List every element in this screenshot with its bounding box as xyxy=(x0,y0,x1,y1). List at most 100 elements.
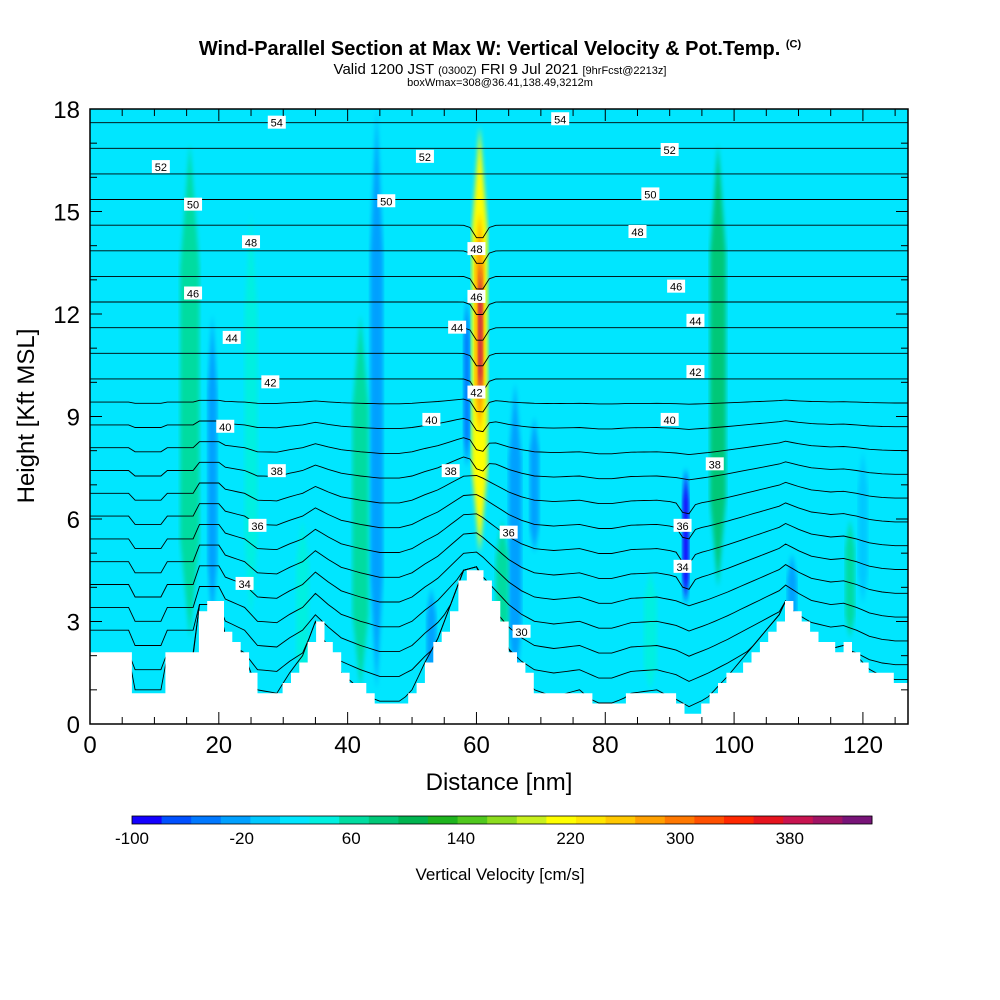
contour-label: 52 xyxy=(419,152,431,164)
colorbar-swatch xyxy=(576,816,607,824)
theta-contour-line xyxy=(90,551,908,607)
colorbar-label: Vertical Velocity [cm/s] xyxy=(415,865,584,884)
contour-label-box xyxy=(467,242,486,256)
contour-label: 40 xyxy=(664,415,676,427)
contour-label-box xyxy=(705,457,724,471)
theta-contour-line xyxy=(90,456,908,481)
contour-label-box xyxy=(184,286,203,300)
contour-label-box xyxy=(551,112,570,126)
colorbar-tick-label: -20 xyxy=(229,829,254,848)
colorbar-swatch xyxy=(398,816,429,824)
contour-label: 38 xyxy=(445,466,457,478)
contour-label: 40 xyxy=(219,422,231,434)
colorbar-swatch xyxy=(546,816,577,824)
y-tick-label: 12 xyxy=(53,302,80,329)
contour-label: 42 xyxy=(264,377,276,389)
theta-contour-line xyxy=(90,224,908,239)
contour-label-box xyxy=(448,320,467,334)
contour-label-box xyxy=(248,518,267,532)
theta-contour-line xyxy=(90,352,908,367)
updraft-band xyxy=(643,570,657,690)
y-tick-label: 0 xyxy=(67,712,80,739)
colorbar-swatch xyxy=(516,816,547,824)
x-tick-label: 40 xyxy=(334,732,361,759)
theta-contour-labels: 54 54 52 52 52 50 50 50 48 48 48 46 46 46 44 44 44 42 42 42… xyxy=(151,112,724,639)
y-tick-label: 3 xyxy=(67,610,80,637)
valid-time-jst: Valid 1200 JST xyxy=(333,61,434,78)
x-tick-label: 60 xyxy=(463,732,490,759)
contour-label: 46 xyxy=(470,292,482,304)
colorbar-swatch xyxy=(250,816,281,824)
colorbar-tick-label: 60 xyxy=(342,829,361,848)
y-tick-label: 9 xyxy=(67,405,80,432)
colorbar-tick-label: 300 xyxy=(666,829,694,848)
downdraft-band xyxy=(370,109,384,690)
colorbar-tick-label: 220 xyxy=(556,829,584,848)
theta-contour-line xyxy=(90,275,908,290)
contour-label-box xyxy=(151,160,170,174)
theta-contour-line xyxy=(90,378,908,392)
colorbar-swatch xyxy=(635,816,666,824)
contour-label: 44 xyxy=(226,333,238,345)
theta-contour-line xyxy=(90,398,908,413)
colorbar-swatch xyxy=(368,816,399,824)
theta-contour-line xyxy=(90,437,908,456)
downdraft-band xyxy=(858,450,868,605)
contour-label: 36 xyxy=(251,521,263,533)
theta-contour-line xyxy=(90,513,908,565)
y-tick-label: 18 xyxy=(53,97,80,124)
contour-label-box xyxy=(415,149,434,163)
x-axis-label: Distance [nm] xyxy=(426,769,573,796)
downdraft-band xyxy=(207,314,218,622)
contour-label-box xyxy=(377,194,396,208)
contour-label: 42 xyxy=(470,388,482,400)
updraft-band xyxy=(180,143,200,639)
colorbar-swatch xyxy=(457,816,488,824)
x-tick-label: 80 xyxy=(592,732,619,759)
contour-label: 54 xyxy=(271,118,283,130)
downdraft-band xyxy=(529,416,540,554)
theta-contour-line xyxy=(90,566,908,632)
contour-label: 52 xyxy=(664,145,676,157)
colorbar-swatch xyxy=(220,816,251,824)
colorbar-swatch xyxy=(664,816,695,824)
contour-label: 34 xyxy=(238,579,250,591)
valid-time-utc: (0300Z) xyxy=(438,65,477,77)
contour-label: 46 xyxy=(670,282,682,294)
contour-label-box xyxy=(628,225,647,238)
colorbar-swatch xyxy=(191,816,222,824)
contour-label: 42 xyxy=(689,367,701,379)
colorbar-swatch xyxy=(309,816,340,824)
colorbar-swatch xyxy=(161,816,192,824)
valid-date: FRI 9 Jul 2021 xyxy=(480,61,579,78)
theta-contour-line xyxy=(90,532,908,590)
contour-label-box xyxy=(660,412,679,426)
contour-label: 44 xyxy=(451,323,463,335)
contour-label-box xyxy=(512,624,531,638)
contour-label: 46 xyxy=(187,289,199,301)
contour-label-box xyxy=(686,365,705,379)
chart-title-text: Wind-Parallel Section at Max W: Vertical… xyxy=(198,38,781,60)
x-tick-label: 120 xyxy=(843,732,883,759)
colorbar-frame xyxy=(131,815,873,825)
contour-label: 48 xyxy=(245,237,257,249)
contour-label: 50 xyxy=(380,196,392,208)
contour-label: 54 xyxy=(554,114,566,126)
contour-label-box xyxy=(673,559,692,573)
updraft-band xyxy=(845,519,855,639)
contour-label-box xyxy=(267,115,286,129)
contour-label: 44 xyxy=(689,316,701,328)
x-tick-label: 0 xyxy=(83,732,96,759)
chart-title: Wind-Parallel Section at Max W: Vertical… xyxy=(0,38,1000,61)
contour-label-box xyxy=(673,518,692,532)
contour-label-box xyxy=(261,375,280,389)
contour-label: 34 xyxy=(676,562,688,574)
terrain-mask xyxy=(90,570,908,724)
contour-label: 36 xyxy=(676,521,688,533)
theta-contour-line xyxy=(90,250,908,264)
contour-label-box xyxy=(422,412,441,426)
contour-label: 50 xyxy=(644,189,656,201)
y-tick-label: 15 xyxy=(53,200,80,227)
contour-label: 40 xyxy=(425,415,437,427)
colorbar-swatch xyxy=(280,816,311,824)
